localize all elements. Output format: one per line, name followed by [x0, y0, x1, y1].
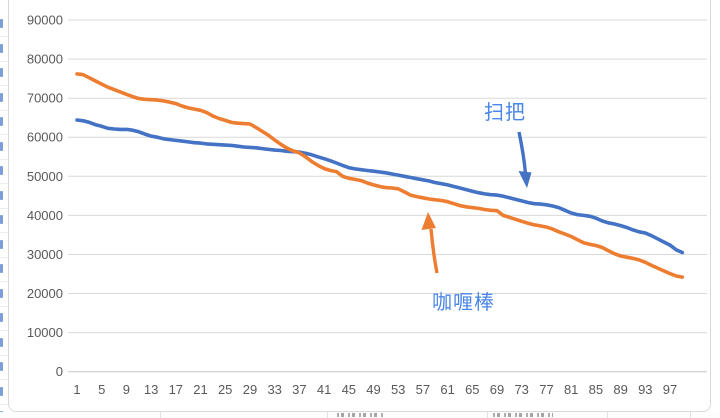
- svg-text:93: 93: [638, 382, 652, 397]
- sheet-gridline: [0, 110, 8, 135]
- sheet-gridline: [0, 282, 8, 307]
- spreadsheet-bottom-row: [0, 412, 720, 418]
- row-number-fragment: [0, 190, 3, 200]
- svg-text:37: 37: [292, 382, 306, 397]
- sheet-gridline: [0, 37, 8, 62]
- svg-text:20000: 20000: [27, 286, 63, 301]
- svg-text:13: 13: [144, 382, 158, 397]
- row-number-fragment: [0, 19, 3, 28]
- row-number-fragment: [0, 141, 3, 151]
- svg-text:69: 69: [490, 382, 504, 397]
- row-number-fragment: [0, 362, 3, 371]
- sheet-gridline: [0, 184, 8, 209]
- svg-text:60000: 60000: [27, 130, 63, 145]
- y-gridlines: [68, 19, 707, 373]
- svg-text:61: 61: [440, 382, 454, 397]
- clipped-cell-text: [337, 413, 385, 417]
- sheet-gridline: [0, 233, 8, 258]
- svg-text:65: 65: [465, 382, 479, 397]
- svg-text:70000: 70000: [27, 91, 63, 106]
- annotation-arrow-galibang[interactable]: [421, 212, 439, 274]
- sheet-gridline: [0, 135, 8, 160]
- svg-text:5: 5: [98, 382, 105, 397]
- svg-text:0: 0: [56, 364, 63, 379]
- annotation-label-galibang[interactable]: 咖喱棒: [432, 292, 495, 314]
- annotation-label-saoba[interactable]: 扫把: [484, 102, 526, 124]
- svg-text:29: 29: [243, 382, 257, 397]
- row-number-fragment: [0, 288, 3, 298]
- cell-border: [160, 412, 161, 418]
- svg-text:77: 77: [539, 382, 553, 397]
- sheet-gridline: [0, 257, 8, 282]
- sheet-gridline: [0, 380, 8, 405]
- svg-text:50000: 50000: [27, 169, 63, 184]
- sheet-gridline: [0, 86, 8, 111]
- sheet-gridline: [0, 159, 8, 184]
- svg-text:30000: 30000: [27, 247, 63, 262]
- chart-object-frame[interactable]: [8, 0, 711, 412]
- row-number-fragment: [0, 239, 3, 249]
- clipped-cell-text: [493, 413, 553, 417]
- svg-text:53: 53: [391, 382, 405, 397]
- svg-text:73: 73: [514, 382, 528, 397]
- cell-border: [327, 412, 328, 418]
- svg-text:90000: 90000: [27, 13, 63, 28]
- sheet-gridline: [0, 12, 8, 37]
- row-number-fragment: [0, 166, 3, 175]
- sheet-gridline: [0, 61, 8, 86]
- sheet-gridline: [0, 355, 8, 380]
- y-axis-labels: 0 10000 20000 30000 40000 50000 60000 70000 8000…: [27, 13, 63, 380]
- row-number-fragment: [0, 68, 3, 77]
- svg-text:25: 25: [218, 382, 232, 397]
- row-number-fragment: [0, 313, 3, 322]
- svg-text:21: 21: [193, 382, 207, 397]
- svg-text:1: 1: [73, 382, 80, 397]
- cell-border: [487, 412, 488, 418]
- cell-border: [690, 412, 691, 418]
- row-number-fragment: [0, 43, 3, 53]
- svg-text:97: 97: [663, 382, 677, 397]
- svg-text:40000: 40000: [27, 208, 63, 223]
- sheet-gridline: [0, 331, 8, 356]
- svg-text:9: 9: [123, 382, 130, 397]
- svg-text:57: 57: [416, 382, 430, 397]
- annotation-arrow-saoba[interactable]: [517, 131, 532, 188]
- svg-text:10000: 10000: [27, 325, 63, 340]
- row-number-fragment: [0, 117, 3, 126]
- svg-text:89: 89: [613, 382, 627, 397]
- sheet-gridline: [0, 208, 8, 233]
- series-line-saoba[interactable]: [75, 118, 685, 255]
- x-axis-labels: 1 5 9 13 17 21 25 29 33 37 41 45 49 53 57 61 65 69 73 77 81 8…: [73, 382, 677, 397]
- cell-border: [607, 412, 608, 418]
- svg-text:41: 41: [317, 382, 331, 397]
- row-number-fragment: [0, 264, 3, 273]
- svg-text:33: 33: [267, 382, 281, 397]
- svg-text:45: 45: [342, 382, 356, 397]
- series-line-galibang[interactable]: [75, 72, 685, 279]
- svg-text:49: 49: [366, 382, 380, 397]
- row-number-fragment: [0, 386, 3, 396]
- svg-text:81: 81: [564, 382, 578, 397]
- row-number-fragment: [0, 337, 3, 347]
- row-number-fragment: [0, 215, 3, 224]
- row-number-fragment: [0, 92, 3, 102]
- svg-text:17: 17: [169, 382, 183, 397]
- svg-text:85: 85: [589, 382, 603, 397]
- svg-text:80000: 80000: [27, 52, 63, 67]
- sheet-gridline: [0, 306, 8, 331]
